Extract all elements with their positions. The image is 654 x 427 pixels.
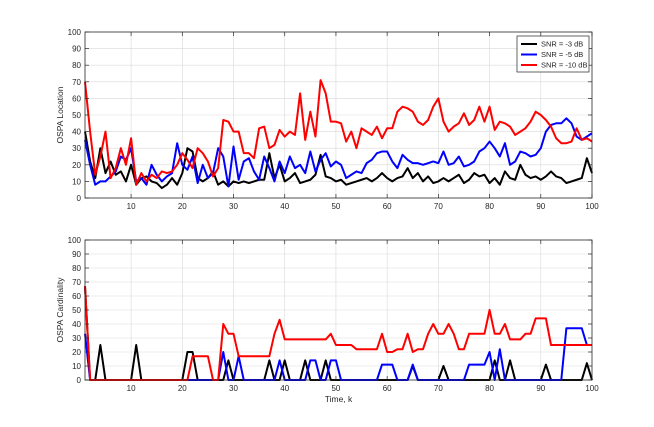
x-tick-label: 20	[178, 384, 187, 393]
x-tick-label: 100	[585, 202, 599, 211]
legend: SNR = -3 dB SNR = -5 dB SNR = -10 dB	[516, 35, 590, 73]
y-tick-label: 20	[72, 348, 81, 357]
x-tick-label: 70	[434, 202, 443, 211]
series-line-snr-3-db	[84, 131, 593, 190]
x-tick-label: 20	[178, 202, 187, 211]
series-line-snr-5-db	[84, 327, 592, 381]
y-tick-label: 60	[72, 94, 81, 103]
x-tick-label: 30	[229, 202, 238, 211]
y-tick-label: 50	[72, 111, 81, 120]
y-tick-label: 40	[72, 320, 81, 329]
y-tick-label: 0	[77, 376, 82, 385]
y-tick-label: 80	[72, 264, 81, 273]
x-tick-label: 10	[127, 384, 136, 393]
y-tick-label: 0	[77, 194, 82, 203]
x-tick-label: 50	[331, 384, 340, 393]
series-line-snr-10-db	[84, 79, 593, 186]
x-tick-label: 80	[485, 384, 494, 393]
x-tick-label: 60	[383, 202, 392, 211]
cardinality-y-axis-label: OSPA Cardinality	[55, 277, 65, 343]
x-tick-label: 100	[585, 384, 599, 393]
y-tick-label: 30	[72, 334, 81, 343]
cardinality-panel: 0 10 20 30 40 50 60 70 80 90 100 10 20 30 40 50 60 70 80 90…	[55, 236, 599, 404]
y-tick-label: 90	[72, 45, 81, 54]
x-tick-label: 50	[331, 202, 340, 211]
x-tick-label: 80	[485, 202, 494, 211]
y-tick-label: 30	[72, 144, 81, 153]
legend-label-snr-10: SNR = -10 dB	[541, 61, 587, 70]
y-tick-label: 10	[72, 177, 81, 186]
x-tick-label: 40	[280, 202, 289, 211]
time-x-axis-label: Time, k	[325, 394, 353, 404]
location-y-axis-label: OSPA Location	[55, 86, 65, 143]
y-tick-label: 50	[72, 306, 81, 315]
y-tick-label: 70	[72, 78, 81, 87]
y-tick-label: 60	[72, 292, 81, 301]
y-tick-label: 20	[72, 161, 81, 170]
y-tick-label: 40	[72, 128, 81, 137]
y-tick-label: 100	[68, 236, 82, 245]
location-panel: 0 10 20 30 40 50 60 70 80 90 100 10 20 30 40 50 60 70 80 90…	[55, 28, 599, 211]
series-line-snr-5-db	[84, 117, 593, 188]
legend-label-snr-3: SNR = -3 dB	[541, 40, 583, 49]
x-tick-label: 30	[229, 384, 238, 393]
x-tick-label: 90	[536, 202, 545, 211]
y-tick-label: 80	[72, 61, 81, 70]
y-tick-label: 10	[72, 362, 81, 371]
x-tick-label: 60	[383, 384, 392, 393]
x-tick-label: 70	[434, 384, 443, 393]
legend-label-snr-5: SNR = -5 dB	[541, 50, 583, 59]
y-tick-label: 100	[68, 28, 82, 37]
x-tick-label: 40	[280, 384, 289, 393]
y-tick-label: 90	[72, 250, 81, 259]
x-tick-label: 10	[127, 202, 136, 211]
y-tick-label: 70	[72, 278, 81, 287]
x-tick-label: 90	[536, 384, 545, 393]
